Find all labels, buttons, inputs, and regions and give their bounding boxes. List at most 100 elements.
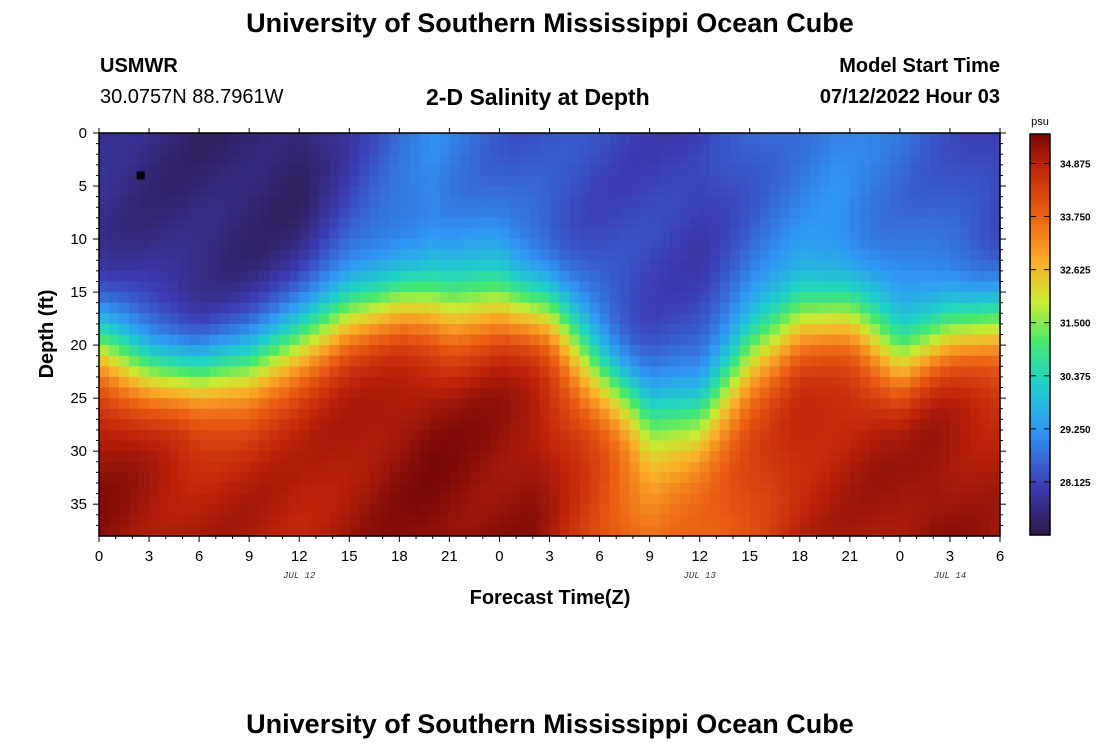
- heatmap-cell: [689, 355, 701, 367]
- heatmap-cell: [379, 302, 390, 314]
- heatmap-cell: [179, 408, 190, 420]
- heatmap-cell: [749, 504, 761, 516]
- station-name: USMWR: [100, 55, 178, 77]
- heatmap-cell: [599, 260, 611, 272]
- heatmap-cell: [879, 217, 891, 230]
- heatmap-cell: [849, 493, 861, 505]
- heatmap-cell: [349, 196, 360, 208]
- heatmap-cell: [519, 302, 531, 314]
- heatmap-cell: [549, 504, 561, 516]
- heatmap-cell: [639, 387, 651, 399]
- heatmap-cell: [469, 525, 481, 537]
- heatmap-cell: [879, 493, 891, 505]
- heatmap-cell: [909, 398, 921, 410]
- heatmap-cell: [949, 451, 961, 463]
- heatmap-cell: [399, 334, 410, 346]
- heatmap-cell: [519, 461, 531, 473]
- heatmap-cell: [99, 228, 110, 240]
- heatmap-cell: [909, 281, 921, 293]
- heatmap-cell: [259, 514, 270, 526]
- heatmap-cell: [249, 323, 260, 336]
- heatmap-cell: [319, 292, 330, 304]
- heatmap-cell: [839, 482, 851, 495]
- heatmap-cell: [109, 345, 120, 357]
- heatmap-cell: [159, 398, 170, 410]
- heatmap-cell: [259, 249, 270, 261]
- heatmap-cell: [839, 440, 851, 452]
- heatmap-cell: [469, 323, 481, 336]
- heatmap-cell: [509, 323, 521, 336]
- heatmap-cell: [169, 186, 180, 198]
- heatmap-cell: [789, 164, 801, 177]
- heatmap-cell: [829, 366, 841, 378]
- heatmap-cell: [729, 260, 741, 272]
- heatmap-cell: [699, 228, 711, 240]
- heatmap-cell: [119, 154, 130, 166]
- heatmap-cell: [519, 355, 531, 367]
- heatmap-cell: [439, 440, 450, 452]
- heatmap-cell: [429, 472, 440, 484]
- heatmap-cell: [779, 270, 791, 283]
- heatmap-cell: [219, 461, 230, 473]
- heatmap-cell: [819, 196, 831, 208]
- heatmap-cell: [669, 175, 681, 187]
- heatmap-cell: [189, 398, 200, 410]
- heatmap-cell: [139, 398, 150, 410]
- heatmap-cell: [939, 323, 951, 336]
- heatmap-cell: [629, 239, 641, 251]
- heatmap-cell: [869, 525, 881, 537]
- heatmap-cell: [799, 217, 811, 230]
- heatmap-cell: [179, 207, 190, 219]
- heatmap-cell: [729, 493, 741, 505]
- heatmap-cell: [399, 408, 410, 420]
- heatmap-cell: [319, 143, 330, 155]
- heatmap-cell: [459, 429, 471, 442]
- heatmap-cell: [359, 366, 370, 378]
- heatmap-cell: [689, 217, 701, 230]
- heatmap-cell: [749, 334, 761, 346]
- heatmap-cell: [229, 164, 240, 177]
- heatmap-cell: [669, 440, 681, 452]
- heatmap-cell: [409, 228, 420, 240]
- heatmap-cell: [979, 440, 991, 452]
- heatmap-cell: [719, 217, 731, 230]
- heatmap-cell: [139, 525, 150, 537]
- heatmap-cell: [859, 398, 871, 410]
- heatmap-cell: [829, 376, 841, 389]
- heatmap-cell: [739, 281, 751, 293]
- heatmap-cell: [699, 143, 711, 155]
- heatmap-cell: [359, 133, 370, 145]
- heatmap-cell: [789, 451, 801, 463]
- heatmap-cell: [139, 186, 150, 198]
- heatmap-cell: [989, 143, 1001, 155]
- heatmap-cell: [119, 323, 130, 336]
- heatmap-cell: [729, 376, 741, 389]
- heatmap-cell: [169, 440, 180, 452]
- heatmap-cell: [799, 376, 811, 389]
- x-tick-labels: 0 3 6 9 12 15 18 21 0 3 6 9 12 15 18 21 0 3 6: [95, 548, 1004, 565]
- heatmap-cell: [459, 472, 471, 484]
- page-title: University of Southern Mississippi Ocean…: [246, 8, 854, 38]
- heatmap-cell: [869, 429, 881, 442]
- heatmap-cell: [449, 143, 460, 155]
- heatmap-cell: [749, 472, 761, 484]
- heatmap-cell: [909, 302, 921, 314]
- heatmap-cell: [319, 408, 330, 420]
- heatmap-cell: [179, 154, 190, 166]
- heatmap-cell: [829, 196, 841, 208]
- heatmap-cell: [699, 175, 711, 187]
- heatmap-cell: [829, 493, 841, 505]
- heatmap-cell: [149, 398, 160, 410]
- heatmap-cell: [239, 260, 250, 272]
- heatmap-cell: [889, 260, 901, 272]
- heatmap-cell: [519, 429, 531, 442]
- heatmap-cell: [439, 482, 450, 495]
- heatmap-cell: [599, 387, 611, 399]
- heatmap-cell: [889, 249, 901, 261]
- heatmap-cell: [579, 482, 591, 495]
- heatmap-cell: [739, 313, 751, 325]
- heatmap-cell: [429, 143, 440, 155]
- heatmap-cell: [779, 440, 791, 452]
- heatmap-cell: [569, 451, 581, 463]
- heatmap-cell: [759, 164, 771, 177]
